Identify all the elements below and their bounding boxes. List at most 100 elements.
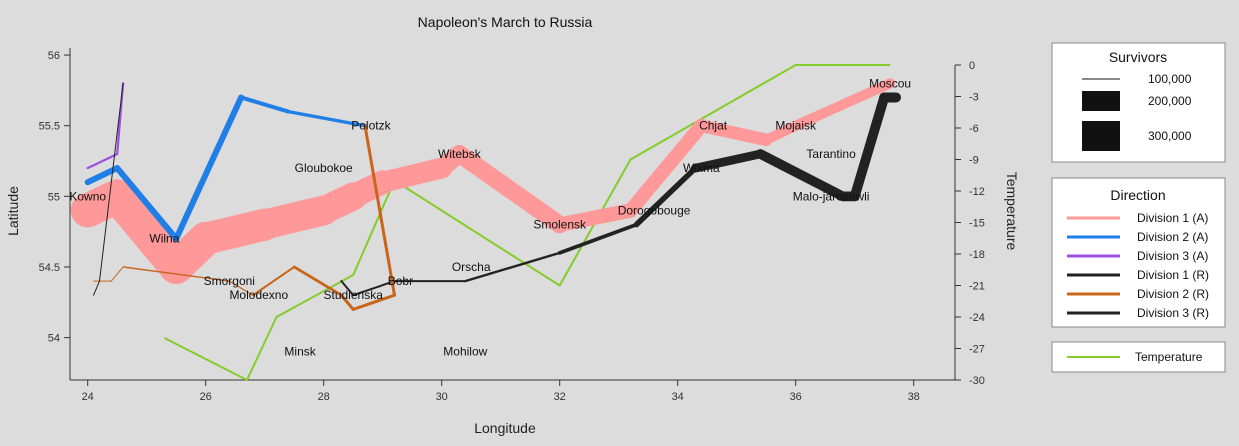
city-label: Wixma xyxy=(683,161,720,175)
city-label: Tarantino xyxy=(806,147,856,161)
city-label: Smorgoni xyxy=(204,274,255,288)
direction-label: Division 2 (A) xyxy=(1137,230,1208,244)
series-segment xyxy=(99,82,124,282)
city-label: Bobr xyxy=(388,274,413,288)
x-tick-label: 32 xyxy=(554,391,566,403)
series-segment xyxy=(849,92,890,202)
series-segment xyxy=(114,165,180,242)
city-label: Witebsk xyxy=(438,147,482,161)
series-segment xyxy=(557,222,639,255)
survivors-swatch xyxy=(1082,78,1120,80)
y2-tick-label: -24 xyxy=(969,312,985,324)
series-segment xyxy=(93,280,100,296)
city-label: Smolensk xyxy=(533,218,587,232)
x-tick-label: 26 xyxy=(200,391,212,403)
y2-tick-label: -6 xyxy=(969,123,979,135)
series-segment xyxy=(251,265,296,297)
x-tick-label: 36 xyxy=(790,391,802,403)
y2-tick-label: 0 xyxy=(969,60,975,72)
y-tick-label: 55 xyxy=(48,191,60,203)
y2-tick-label: -18 xyxy=(969,249,985,261)
city-label: Minsk xyxy=(284,345,316,359)
series-segment xyxy=(228,280,254,296)
series-segment xyxy=(173,94,245,242)
series-division-2-a xyxy=(84,94,367,242)
series-segment xyxy=(623,118,709,218)
x-axis-title: Longitude xyxy=(474,420,536,436)
series-division-1-a xyxy=(70,78,896,284)
series-segment xyxy=(86,152,119,170)
direction-label: Division 2 (R) xyxy=(1137,287,1209,301)
direction-label: Division 1 (R) xyxy=(1137,268,1209,282)
y2-tick-label: -21 xyxy=(969,281,985,293)
series-segment xyxy=(122,266,231,282)
series-layer xyxy=(70,78,901,311)
direction-legend: Direction Division 1 (A) Division 2 (A) Di… xyxy=(1051,177,1226,328)
direction-legend-box xyxy=(1051,177,1226,328)
series-segment xyxy=(352,280,396,297)
city-label: Dorogobouge xyxy=(618,203,691,217)
series-segment xyxy=(761,120,801,145)
series-segment xyxy=(755,149,848,202)
city-label: Molodexno xyxy=(229,288,288,302)
x-tick-label: 38 xyxy=(908,391,920,403)
city-label: Moscou xyxy=(869,76,911,90)
axes: 54 54.5 55 55.5 56 24 26 28 30 32 34 36 38 0 -3 -6 -9 -12… xyxy=(39,48,985,403)
series-division-3-r xyxy=(93,82,124,296)
survivors-label: 100,000 xyxy=(1148,72,1192,86)
series-segment xyxy=(372,157,453,193)
series-segment xyxy=(351,293,396,311)
series-segment xyxy=(286,109,367,128)
x-tick-label: 28 xyxy=(318,391,330,403)
y2-tick-label: -30 xyxy=(969,375,985,387)
y2-tick-label: -15 xyxy=(969,218,985,230)
city-label: Chjat xyxy=(699,119,728,133)
series-segment xyxy=(110,266,124,282)
series-segment xyxy=(292,265,343,297)
city-label: Mohilow xyxy=(443,345,487,359)
survivors-legend: Survivors 100,000 200,000 300,000 xyxy=(1051,42,1226,163)
direction-label: Division 1 (A) xyxy=(1137,211,1208,225)
y2-tick-label: -12 xyxy=(969,186,985,198)
y-tick-label: 54.5 xyxy=(39,262,60,274)
city-label: Orscha xyxy=(452,260,491,274)
survivors-legend-box xyxy=(1051,42,1226,163)
series-segment xyxy=(340,280,355,297)
series-segment xyxy=(694,119,773,147)
survivors-swatch xyxy=(1082,91,1120,111)
series-segment xyxy=(552,203,638,232)
temperature-legend-label: Temperature xyxy=(1135,350,1203,364)
survivors-swatch xyxy=(1082,121,1120,151)
city-label: Gloubokoe xyxy=(295,161,353,175)
city-label: Polotzk xyxy=(351,119,391,133)
city-label: Wilna xyxy=(149,232,179,246)
series-segment xyxy=(239,95,291,114)
series-division-1-r xyxy=(340,92,901,297)
temperature-legend: Temperature xyxy=(1051,341,1226,373)
survivors-label: 200,000 xyxy=(1148,94,1192,108)
series-segment xyxy=(363,124,396,297)
city-label: Studienska xyxy=(324,288,384,302)
series-segment xyxy=(339,293,355,311)
survivors-legend-title: Survivors xyxy=(1109,49,1167,65)
y2-tick-label: -9 xyxy=(969,155,979,167)
y-axis-title: Latitude xyxy=(5,186,21,236)
y-tick-label: 55.5 xyxy=(39,121,60,133)
y-tick-label: 54 xyxy=(48,333,60,345)
series-segment xyxy=(633,165,699,228)
y-tick-label: 56 xyxy=(48,50,60,62)
y2-tick-label: -3 xyxy=(969,92,979,104)
direction-label: Division 3 (A) xyxy=(1137,249,1208,263)
city-label: Malo-jarosewli xyxy=(793,189,870,203)
direction-label: Division 3 (R) xyxy=(1137,306,1209,320)
series-segment xyxy=(790,78,896,131)
series-segment xyxy=(464,251,561,283)
city-label: Kowno xyxy=(69,189,106,203)
x-tick-label: 24 xyxy=(82,391,94,403)
y2-axis-title: Temperature xyxy=(1004,172,1020,251)
direction-legend-title: Direction xyxy=(1110,187,1165,203)
x-tick-label: 34 xyxy=(672,391,684,403)
y2-tick-label: -27 xyxy=(969,344,985,356)
